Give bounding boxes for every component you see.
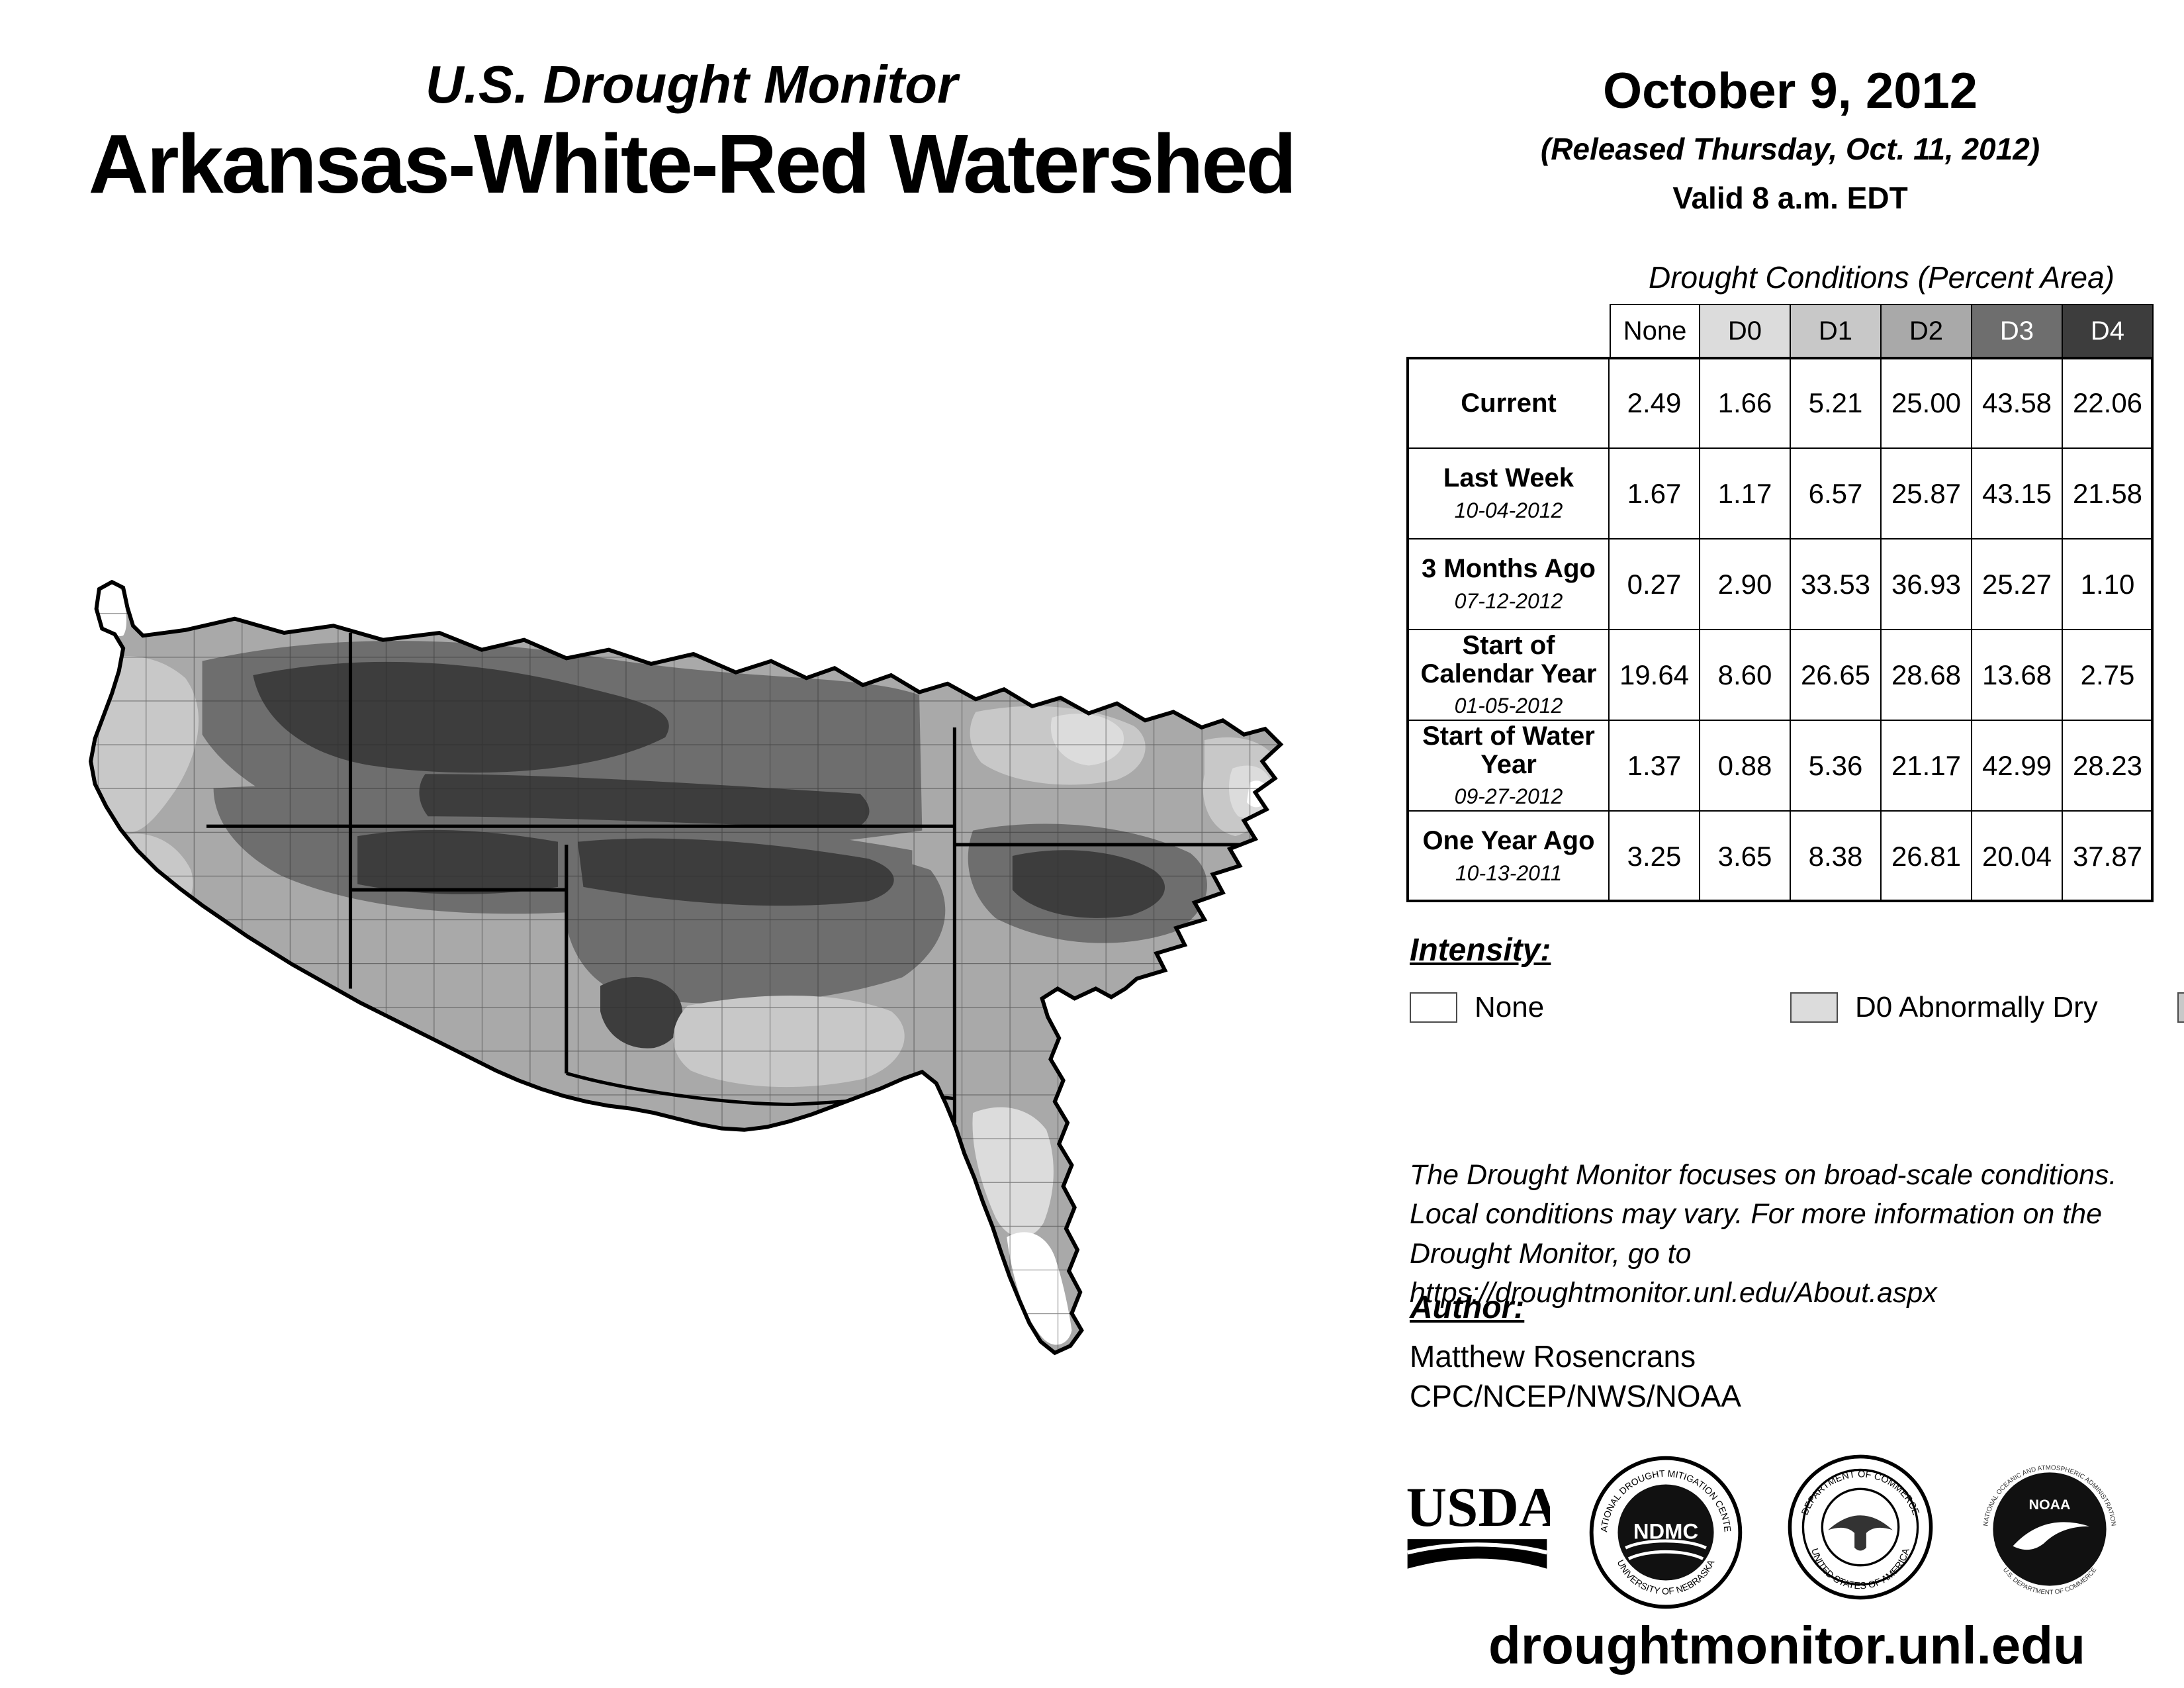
column-header-d3: D3: [1972, 304, 2063, 358]
legend-item-d0: D0 Abnormally Dry: [1790, 981, 2177, 1033]
disclaimer: The Drought Monitor focuses on broad-sca…: [1410, 1156, 2177, 1313]
release-date: (Released Thursday, Oct. 11, 2012): [1540, 132, 2040, 166]
cell-lastweek-d1: 6.57: [1791, 449, 1882, 539]
cell-lastweek-d4: 21.58: [2063, 449, 2154, 539]
table-corner: [1408, 304, 1610, 358]
cell-scy-d1: 26.65: [1791, 630, 1882, 721]
table-title: Drought Conditions (Percent Area): [1649, 260, 2115, 295]
cell-1yr-d2: 26.81: [1882, 812, 1972, 902]
intensity-legend: None D0 Abnormally Dry D1 Moderate Droug…: [1410, 981, 2184, 1033]
noaa-wordmark: NOAA: [2029, 1497, 2071, 1513]
cell-scy-d4: 2.75: [2063, 630, 2154, 721]
page-title: Arkansas-White-Red Watershed: [88, 117, 1297, 211]
ndmc-wordmark: NDMC: [1633, 1519, 1698, 1543]
cell-current-d4: 22.06: [2063, 358, 2154, 449]
cell-1yr-none: 3.25: [1610, 812, 1700, 902]
usda-wordmark: USDA: [1406, 1477, 1550, 1538]
cell-lastweek-d3: 43.15: [1972, 449, 2063, 539]
cell-current-d0: 1.66: [1700, 358, 1791, 449]
cell-scy-none: 19.64: [1610, 630, 1700, 721]
row-label-start-calendar-year: Start of Calendar Year 01-05-2012: [1408, 630, 1610, 721]
drought-conditions-table: None D0 D1 D2 D3 D4 Current 2.49 1.66 5.…: [1408, 304, 2154, 902]
usda-logo-icon: USDA: [1406, 1477, 1550, 1569]
cell-1yr-d4: 37.87: [2063, 812, 2154, 902]
legend-title: Intensity:: [1410, 933, 1551, 968]
cell-1yr-d0: 3.65: [1700, 812, 1791, 902]
cell-3mo-d3: 25.27: [1972, 539, 2063, 630]
column-header-d2: D2: [1882, 304, 1972, 358]
commerce-seal-icon: DEPARTMENT OF COMMERCE UNITED STATES OF …: [1788, 1454, 1933, 1600]
state-boundaries: [206, 633, 1281, 1123]
cell-scy-d2: 28.68: [1882, 630, 1972, 721]
row-label-last-week: Last Week 10-04-2012: [1408, 449, 1610, 539]
author-organization: CPC/NCEP/NWS/NOAA: [1410, 1379, 1741, 1413]
county-boundaries: [91, 582, 1281, 1353]
cell-swy-d3: 42.99: [1972, 721, 2063, 812]
cell-swy-d2: 21.17: [1882, 721, 1972, 812]
cell-swy-d4: 28.23: [2063, 721, 2154, 812]
valid-time: Valid 8 a.m. EDT: [1672, 181, 1908, 215]
cell-1yr-d3: 20.04: [1972, 812, 2063, 902]
cell-swy-d1: 5.36: [1791, 721, 1882, 812]
row-label-one-year-ago: One Year Ago 10-13-2011: [1408, 812, 1610, 902]
cell-3mo-d2: 36.93: [1882, 539, 1972, 630]
date-block: October 9, 2012 (Released Thursday, Oct.…: [1416, 66, 2164, 216]
ndmc-logo-icon: NDMC NATIONAL DROUGHT MITIGATION CENTER …: [1588, 1455, 1743, 1609]
cell-lastweek-d2: 25.87: [1882, 449, 1972, 539]
cell-lastweek-d0: 1.17: [1700, 449, 1791, 539]
column-header-none: None: [1610, 304, 1700, 358]
legend-swatch-d0: [1790, 992, 1838, 1023]
disclaimer-line-2: Local conditions may vary. For more info…: [1410, 1198, 2103, 1231]
row-label-current: Current: [1408, 358, 1610, 449]
cell-3mo-d1: 33.53: [1791, 539, 1882, 630]
disclaimer-line-3: Drought Monitor, go to https://droughtmo…: [1410, 1237, 1937, 1309]
cell-current-d2: 25.00: [1882, 358, 1972, 449]
cell-scy-d0: 8.60: [1700, 630, 1791, 721]
disclaimer-line-1: The Drought Monitor focuses on broad-sca…: [1410, 1159, 2117, 1191]
author-name: Matthew Rosencrans: [1410, 1339, 1696, 1374]
cell-3mo-d0: 2.90: [1700, 539, 1791, 630]
cell-swy-none: 1.37: [1610, 721, 1700, 812]
legend-swatch-d1: [2177, 992, 2184, 1023]
cell-1yr-d1: 8.38: [1791, 812, 1882, 902]
report-kicker: U.S. Drought Monitor: [425, 55, 958, 114]
cell-current-none: 2.49: [1610, 358, 1700, 449]
cell-swy-d0: 0.88: [1700, 721, 1791, 812]
cell-current-d3: 43.58: [1972, 358, 2063, 449]
seagull-glyph: [2013, 1522, 2089, 1550]
row-label-start-water-year: Start of Water Year 09-27-2012: [1408, 721, 1610, 812]
column-header-d0: D0: [1700, 304, 1791, 358]
author-heading: Author:: [1410, 1290, 1525, 1325]
column-header-d1: D1: [1791, 304, 1882, 358]
legend-item-d1: D1 Moderate Drought: [2177, 981, 2184, 1033]
column-header-d4: D4: [2063, 304, 2154, 358]
cell-lastweek-none: 1.67: [1610, 449, 1700, 539]
cell-scy-d3: 13.68: [1972, 630, 2063, 721]
report-date: October 9, 2012: [1602, 63, 1978, 119]
usda-swoosh-line: [1406, 1542, 1548, 1555]
cell-3mo-d4: 1.10: [2063, 539, 2154, 630]
footer-url: droughtmonitor.unl.edu: [1488, 1616, 2086, 1675]
title-block: U.S. Drought Monitor Arkansas-White-Red …: [0, 58, 1383, 208]
row-label-3-months-ago: 3 Months Ago 07-12-2012: [1408, 539, 1610, 630]
cell-3mo-none: 0.27: [1610, 539, 1700, 630]
watershed-map: [79, 569, 1291, 1387]
map-shaded-regions: [91, 582, 1281, 1353]
legend-item-none: None: [1410, 981, 1790, 1033]
legend-swatch-none: [1410, 992, 1457, 1023]
eagle-glyph: [1828, 1515, 1893, 1551]
noaa-logo-icon: NOAA NATIONAL OCEANIC AND ATMOSPHERIC AD…: [1982, 1464, 2117, 1596]
cell-current-d1: 5.21: [1791, 358, 1882, 449]
